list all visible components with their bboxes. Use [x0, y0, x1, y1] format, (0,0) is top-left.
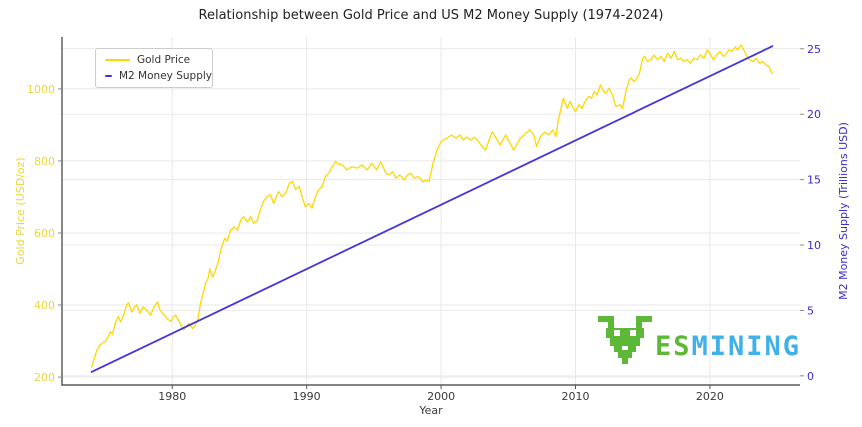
- legend-label-gold-price: Gold Price: [137, 54, 191, 66]
- logo-text-es: ES: [655, 331, 692, 362]
- x-tick-label-1980: 1980: [158, 390, 186, 403]
- yesmining-logo: ESMINING: [598, 316, 801, 366]
- bull-icon: [598, 316, 652, 364]
- y-left-tick-label-800: 800: [34, 155, 55, 168]
- y-axis-label-right: M2 Money Supply (Trillions USD): [837, 122, 850, 300]
- legend: Gold Price M2 Money Supply: [95, 48, 213, 88]
- y-right-tick-label-25: 25: [807, 43, 821, 56]
- y-right-tick-label-10: 10: [807, 239, 821, 252]
- x-tick-label-1990: 1990: [293, 390, 321, 403]
- logo-text: ESMINING: [655, 333, 801, 360]
- y-right-tick-label-5: 5: [807, 304, 814, 317]
- gold-price-line: [90, 44, 774, 368]
- x-tick-label-2010: 2010: [562, 390, 590, 403]
- gold-price-swatch: [105, 59, 130, 61]
- logo-text-mining: MINING: [691, 331, 802, 362]
- m2-money-supply-line: [90, 45, 774, 373]
- x-axis-label: Year: [419, 404, 443, 417]
- x-tick-label-2000: 2000: [427, 390, 455, 403]
- legend-item-gold-price: Gold Price: [105, 54, 212, 66]
- y-right-tick-label-20: 20: [807, 108, 821, 121]
- y-left-tick-label-400: 400: [34, 299, 55, 312]
- y-axis-label-left: Gold Price (USD/oz): [14, 157, 27, 265]
- y-right-tick-label-0: 0: [807, 370, 814, 383]
- m2-money-supply-swatch: [105, 75, 112, 77]
- legend-item-m2-money-supply: M2 Money Supply: [105, 70, 212, 82]
- y-left-tick-label-200: 200: [34, 371, 55, 384]
- legend-label-m2-money-supply: M2 Money Supply: [118, 70, 212, 82]
- y-right-tick-label-15: 15: [807, 174, 821, 187]
- x-tick-label-2020: 2020: [696, 390, 724, 403]
- y-left-tick-label-600: 600: [34, 227, 55, 240]
- y-left-tick-label-1000: 1000: [27, 83, 55, 96]
- chart-title: Relationship between Gold Price and US M…: [198, 8, 664, 23]
